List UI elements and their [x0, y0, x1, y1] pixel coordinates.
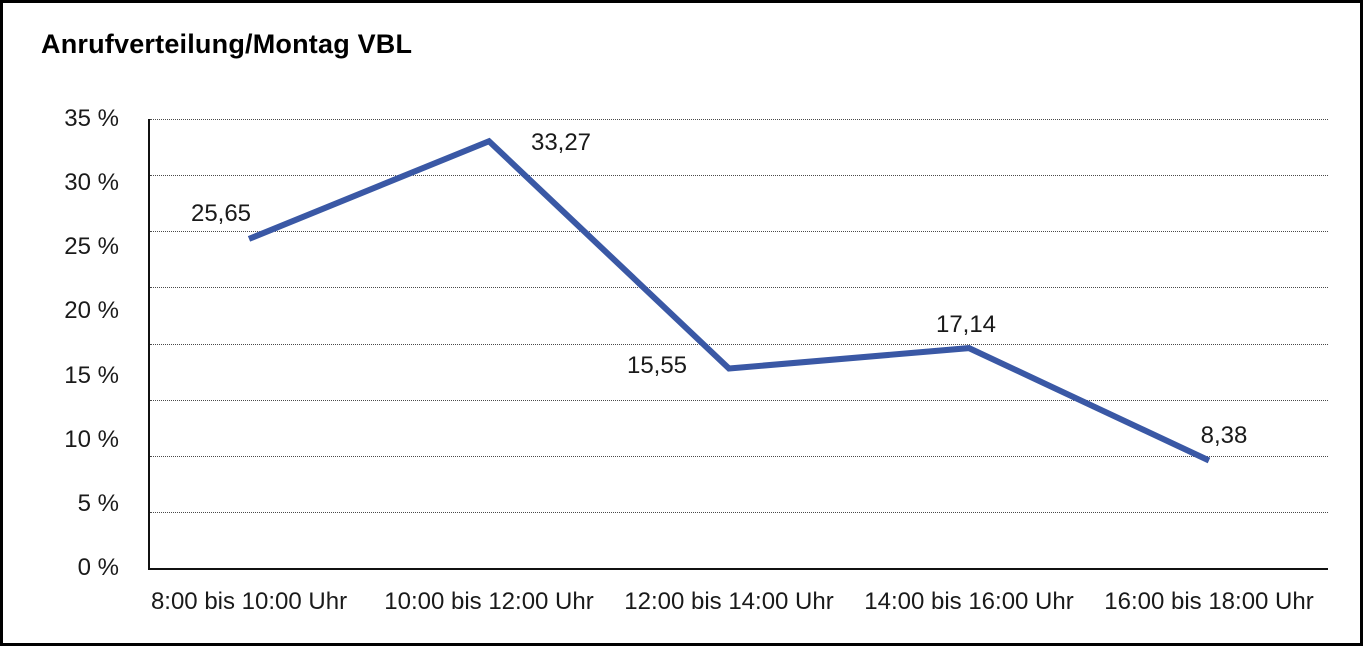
x-tick-label: 10:00 bis 12:00 Uhr [384, 588, 594, 615]
chart-title: Anrufverteilung/Montag VBL [41, 29, 413, 59]
y-tick-label: 35 % [64, 105, 119, 132]
x-tick-label: 12:00 bis 14:00 Uhr [624, 588, 834, 615]
y-tick-label: 15 % [64, 361, 119, 389]
y-tick-label: 20 % [64, 297, 119, 325]
x-axis-labels: 8:00 bis 10:00 Uhr 10:00 bis 12:00 Uhr 12:… [150, 588, 1328, 618]
gridline [150, 511, 1328, 513]
data-label: 8,38 [1200, 422, 1248, 450]
gridline [150, 343, 1328, 345]
line-series [247, 137, 1211, 464]
y-tick-label: 10 % [64, 425, 119, 453]
y-tick-label: 25 % [64, 233, 119, 261]
gridline [150, 399, 1328, 401]
data-label: 15,55 [626, 351, 688, 379]
gridline [150, 231, 1328, 233]
y-axis-labels: 35 % 30 % 25 % 20 % 15 % 10 % 5 % 0 % [3, 106, 134, 581]
gridline [150, 455, 1328, 457]
y-tick-label: 0 % [77, 554, 119, 581]
gridline [150, 119, 1328, 120]
x-tick-label: 14:00 bis 16:00 Uhr [864, 588, 1074, 615]
data-label: 17,14 [935, 311, 997, 339]
plot-area: 25,65 33,27 15,55 17,14 8,38 [148, 119, 1328, 570]
gridline [150, 287, 1328, 289]
gridline [150, 175, 1328, 177]
series-line [247, 137, 1211, 464]
data-label: 25,65 [190, 199, 252, 227]
data-label: 33,27 [530, 129, 592, 157]
x-tick-label: 16:00 bis 18:00 Uhr [1104, 588, 1314, 615]
y-tick-label: 30 % [64, 169, 119, 197]
x-tick-label: 8:00 bis 10:00 Uhr [150, 588, 348, 615]
y-tick-label: 5 % [77, 489, 119, 517]
